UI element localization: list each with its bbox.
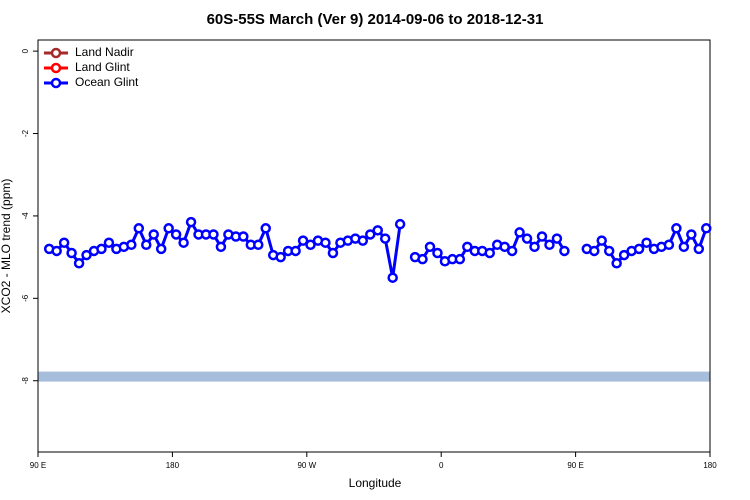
data-point (454, 253, 466, 265)
data-point (141, 239, 152, 251)
y-axis-label: XCO2 - MLO trend (ppm) (0, 179, 13, 314)
data-point (663, 239, 675, 251)
data-point (596, 235, 607, 246)
data-point (290, 245, 301, 257)
data-point (484, 247, 495, 259)
data-point (686, 229, 697, 240)
data-point (81, 249, 92, 261)
data-point (320, 237, 331, 248)
data-point (148, 229, 159, 240)
data-point (417, 253, 428, 265)
legend-marker (50, 62, 62, 74)
data-point (611, 258, 622, 269)
data-point (618, 249, 630, 261)
data-point (238, 231, 249, 242)
data-point (521, 233, 533, 244)
data-point (394, 218, 406, 230)
data-point (305, 239, 316, 251)
data-point (551, 233, 563, 244)
x-tick-label: 180 (166, 461, 180, 470)
data-point (357, 235, 369, 246)
data-point (462, 241, 473, 253)
data-point (51, 245, 62, 257)
data-point (506, 245, 518, 257)
data-point (603, 245, 615, 257)
x-tick-label: 180 (703, 461, 717, 470)
data-point (275, 251, 286, 263)
data-point (693, 243, 705, 255)
data-point (126, 239, 137, 251)
data-point (66, 247, 77, 259)
data-point (73, 258, 85, 269)
data-point (387, 272, 398, 283)
data-point (641, 237, 652, 248)
data-point (589, 245, 600, 257)
chart-title: 60S-55S March (Ver 9) 2014-09-06 to 2018… (207, 11, 544, 28)
data-point (499, 241, 510, 253)
y-tick-label: -6 (21, 294, 30, 302)
data-point (208, 229, 219, 240)
y-tick-label: 0 (21, 48, 30, 53)
y-tick-label: -2 (21, 129, 30, 137)
data-point (701, 223, 712, 234)
data-point (58, 237, 70, 248)
data-point (178, 237, 189, 248)
data-point (185, 216, 197, 228)
data-point (514, 227, 525, 238)
data-point (372, 225, 383, 236)
data-point (544, 239, 555, 251)
data-point (424, 241, 436, 253)
y-tick-label: -4 (21, 212, 30, 220)
data-point (103, 237, 115, 248)
data-point (297, 235, 309, 246)
data-point (529, 241, 540, 253)
data-point (327, 247, 339, 259)
legend-marker (50, 77, 62, 89)
data-point (163, 223, 174, 234)
data-point (215, 241, 227, 253)
data-point (678, 241, 690, 253)
y-tick-label: -8 (21, 377, 30, 385)
x-tick-label: 90 W (297, 461, 316, 470)
legend-marker (50, 47, 62, 59)
data-point (379, 233, 391, 244)
plot-frame (37, 39, 711, 453)
data-point (432, 247, 443, 259)
data-point (536, 231, 548, 242)
x-tick-label: 0 (439, 461, 444, 470)
x-tick-label: 90 E (567, 461, 583, 470)
legend-label: Land Nadir (75, 45, 134, 59)
x-tick-label: 90 E (30, 461, 46, 470)
data-point (170, 229, 182, 240)
data-point (96, 243, 107, 255)
data-point (559, 245, 570, 257)
data-point (260, 223, 271, 234)
data-point (365, 229, 376, 240)
data-point (671, 223, 682, 234)
legend-label: Ocean Glint (75, 75, 139, 89)
reference-band (38, 371, 710, 382)
x-axis-label: Longitude (349, 476, 402, 490)
data-point (133, 223, 145, 234)
data-point (633, 243, 645, 255)
legend-label: Land Glint (75, 60, 130, 74)
data-point (253, 239, 264, 251)
data-point (155, 243, 167, 255)
